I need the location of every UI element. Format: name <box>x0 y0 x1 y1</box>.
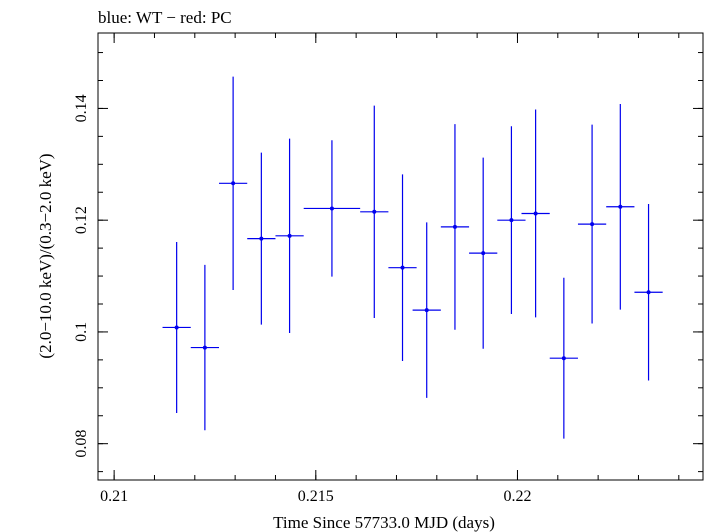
data-point <box>231 181 236 186</box>
y-tick-label: 0.12 <box>73 206 90 234</box>
data-point <box>618 204 623 209</box>
y-axis-label: (2.0−10.0 keV)/(0.3−2.0 keV) <box>36 153 55 358</box>
y-tick-label: 0.14 <box>73 94 90 122</box>
x-axis-ticks <box>113 33 680 480</box>
data-point <box>533 211 538 216</box>
x-tick-label: 0.22 <box>503 488 531 505</box>
y-tick-label: 0.08 <box>73 430 90 458</box>
data-series <box>162 76 663 439</box>
data-point <box>452 224 457 229</box>
data-point <box>259 236 264 241</box>
data-point <box>329 206 334 211</box>
chart-title: blue: WT − red: PC <box>98 8 232 27</box>
series-wt <box>162 76 663 439</box>
data-point <box>646 290 651 295</box>
x-axis-tick-labels: 0.21 0.215 0.22 <box>100 488 531 505</box>
data-point <box>424 308 429 313</box>
data-point <box>509 218 514 223</box>
data-point <box>372 209 377 214</box>
data-point <box>287 233 292 238</box>
x-axis-label: Time Since 57733.0 MJD (days) <box>273 513 495 532</box>
y-tick-label: 0.1 <box>73 322 90 342</box>
y-axis-tick-labels: 0.08 0.1 0.12 0.14 <box>73 94 90 457</box>
x-tick-label: 0.215 <box>298 488 334 505</box>
data-point <box>590 222 595 227</box>
y-axis-ticks <box>98 52 703 473</box>
data-point <box>561 356 566 361</box>
x-tick-label: 0.21 <box>100 488 128 505</box>
data-point <box>174 325 179 330</box>
data-point <box>400 265 405 270</box>
data-point <box>202 345 207 350</box>
plot-frame <box>97 32 704 481</box>
data-point <box>481 251 486 256</box>
